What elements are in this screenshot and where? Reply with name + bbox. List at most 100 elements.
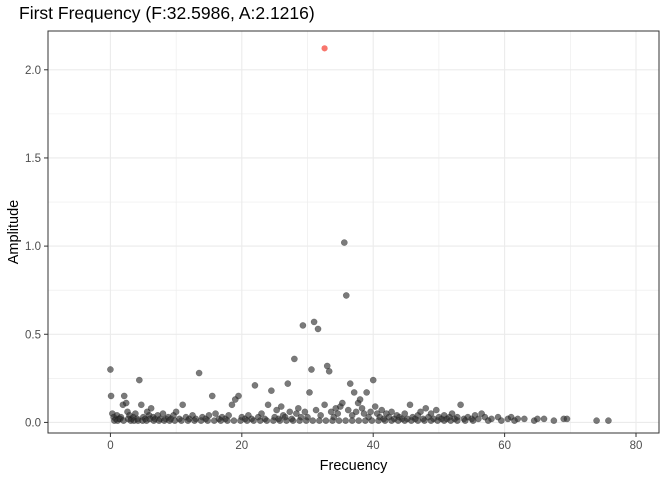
data-point [407,417,415,425]
data-point [421,417,428,425]
data-point [315,417,323,425]
x-axis-title: Frecuency [320,458,388,474]
y-axis-title: Amplitude [6,200,22,264]
data-point [367,408,374,416]
data-point [371,403,379,410]
data-point [286,408,294,416]
data-point [422,404,430,412]
data-point [417,408,424,416]
data-point [299,322,307,329]
data-point [264,401,272,409]
y-tick-label: 2.0 [25,65,41,77]
y-tick-label: 1.0 [25,241,41,253]
data-point [440,417,448,425]
data-point [497,417,505,425]
data-point [243,417,251,425]
data-point [301,408,309,416]
data-point [314,325,322,333]
data-point [461,417,469,425]
x-tick-label: 40 [367,440,380,452]
data-point [432,406,440,414]
data-point [137,401,145,409]
data-point [321,401,328,409]
data-point [350,389,358,396]
data-point [434,417,441,425]
data-point [289,417,297,425]
data-point [251,382,259,389]
data-point [147,404,155,412]
data-point [361,417,369,425]
data-point [593,417,600,425]
data-point [210,417,218,425]
data-point [276,417,284,425]
data-point [269,417,277,425]
data-point [427,417,435,425]
data-point [414,417,422,425]
y-tick-label: 0.0 [25,417,41,429]
data-point [329,417,336,425]
data-point [484,417,492,425]
y-tick-label: 0.5 [25,329,41,341]
data-point [401,410,409,417]
data-point [378,406,386,414]
panel-border [47,30,660,434]
data-point [107,366,114,373]
data-point [375,417,382,425]
data-point [171,417,179,425]
data-point [335,417,343,425]
data-point [605,417,612,425]
data-point [195,369,203,377]
data-point [235,392,242,400]
data-point [348,417,356,425]
data-point [212,410,219,417]
data-point [204,417,211,425]
data-point [159,410,167,417]
data-point [230,417,238,425]
data-point [135,376,143,384]
data-point [277,403,285,410]
data-point [325,367,333,375]
data-point [388,408,395,416]
data-point [291,355,298,363]
data-point [178,417,185,425]
data-point [346,380,354,387]
data-point [469,417,477,425]
data-point [327,408,335,416]
data-point [563,415,571,423]
chart-title: First Frequency (F:32.5986, A:2.1216) [19,3,315,23]
data-point [363,389,370,396]
data-point [197,417,205,425]
data-point [344,406,352,414]
data-points [107,239,612,425]
data-point [448,410,456,417]
data-point [540,415,548,423]
data-point [258,410,265,417]
data-point [283,417,290,425]
data-point [179,401,187,409]
axis-ticks: 0 20 40 60 80 0.0 0.5 1.0 1.5 2.0 [25,65,642,452]
data-point [369,376,377,384]
data-point [457,401,464,409]
data-point [355,417,363,425]
data-point [284,380,292,387]
x-tick-label: 0 [107,440,113,452]
data-point [310,318,318,326]
data-point [352,408,360,416]
data-point [268,387,275,395]
data-point [306,389,313,396]
data-point [308,366,315,373]
data-point [394,417,402,425]
data-point [208,392,216,400]
data-point [381,417,389,425]
data-point [388,417,395,425]
data-point [228,401,236,409]
highlight-point-layer [321,45,328,52]
data-point [294,404,302,412]
data-point [107,392,115,400]
data-point [334,410,342,417]
data-point [360,410,368,417]
data-point [534,415,541,423]
data-point [406,401,414,409]
data-point [342,417,349,425]
data-point [453,417,461,425]
